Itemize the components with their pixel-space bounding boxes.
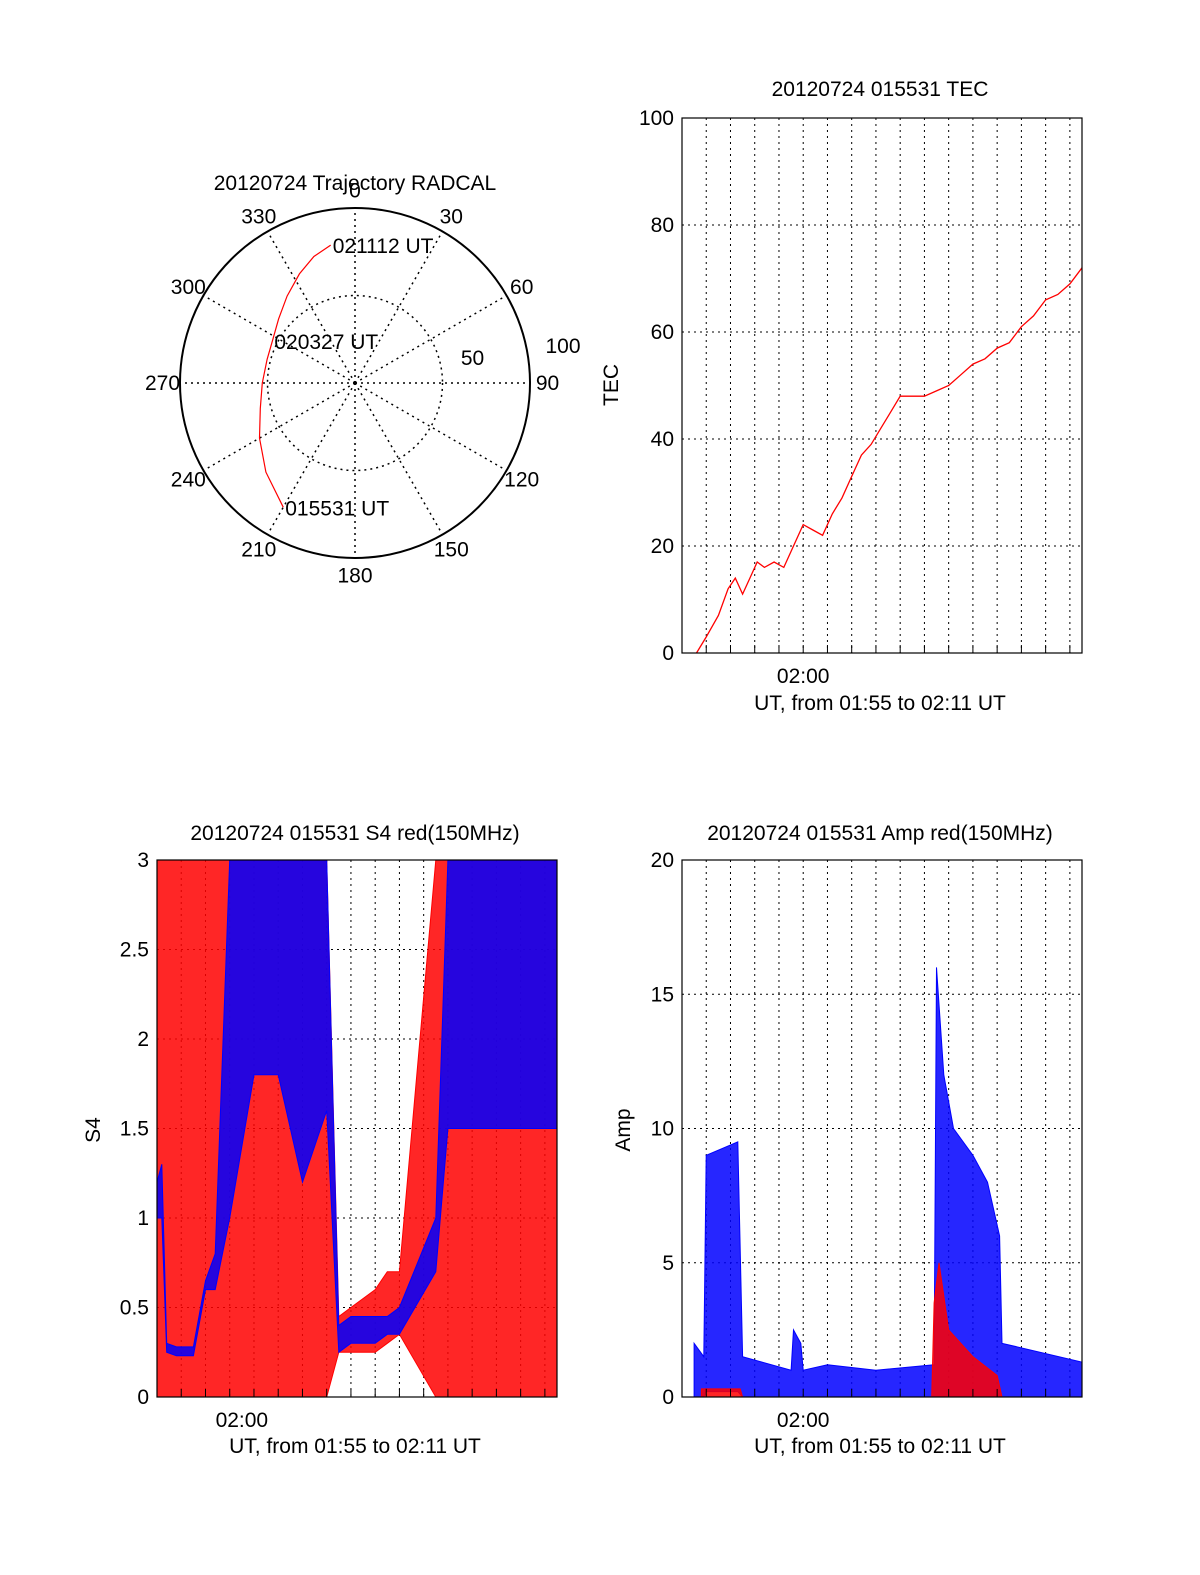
polar-angle-label: 60	[510, 276, 533, 299]
polar-angle-label: 210	[241, 539, 276, 562]
polar-angle-label: 90	[536, 372, 559, 395]
polar-angle-label: 120	[504, 468, 539, 491]
y-tick-label: 1.5	[120, 1118, 149, 1141]
y-tick-label: 0.5	[120, 1297, 149, 1320]
y-tick-label: 100	[639, 107, 674, 130]
polar-trajectory	[258, 244, 332, 508]
polar-inner-circle	[266, 294, 444, 472]
y-tick-label: 40	[651, 428, 674, 451]
polar-time-annotation: 021112 UT	[333, 235, 434, 258]
polar-spoke	[354, 294, 507, 384]
amp-title: 20120724 015531 Amp red(150MHz)	[707, 822, 1053, 845]
tec-ylabel: TEC	[600, 364, 623, 406]
y-tick-label: 1	[137, 1207, 149, 1230]
polar-angle-labels: 0 30 60 90 120 150 180 210 240 270 300 330 50 100	[145, 180, 581, 588]
s4-ylabel: S4	[82, 1117, 105, 1143]
polar-panel: 20120724 Trajectory RADCAL 0 30 60 90 120 150…	[145, 172, 581, 588]
polar-spoke	[354, 382, 444, 535]
s4-panel: 20120724 015531 S4 red(150MHz) UT, from …	[82, 822, 558, 1458]
polar-title: 20120724 Trajectory RADCAL	[214, 172, 497, 195]
y-tick-label: 0	[137, 1386, 149, 1409]
polar-angle-label: 270	[145, 372, 180, 395]
x-tick-label: 02:00	[777, 665, 830, 688]
y-tick-label: 80	[651, 214, 674, 237]
series-line	[695, 267, 1083, 654]
y-tick-label: 5	[662, 1252, 674, 1275]
amp-plot-area: 0 5 10 15 20 02:00	[651, 849, 1083, 1432]
polar-radial-label: 100	[545, 335, 580, 358]
series-envelope	[693, 967, 1083, 1398]
polar-angle-label: 330	[241, 205, 276, 228]
amp-xlabel: UT, from 01:55 to 02:11 UT	[754, 1435, 1006, 1458]
y-tick-label: 0	[662, 1386, 674, 1409]
y-tick-label: 2	[137, 1028, 149, 1051]
polar-spoke	[203, 294, 356, 384]
polar-spoke	[354, 231, 444, 384]
polar-spoke	[354, 382, 507, 472]
y-tick-label: 0	[662, 642, 674, 665]
s4-plot-area: 0 0.5 1 1.5 2 2.5 3 02:00	[120, 849, 558, 1432]
polar-time-annotation: 020327 UT	[274, 331, 378, 354]
plot-frame	[681, 859, 1083, 1398]
tec-title: 20120724 015531 TEC	[772, 78, 989, 101]
polar-angle-label: 300	[171, 276, 206, 299]
tec-xlabel: UT, from 01:55 to 02:11 UT	[754, 692, 1006, 715]
y-tick-label: 20	[651, 849, 674, 872]
y-tick-label: 3	[137, 849, 149, 872]
x-tick-label: 02:00	[777, 1409, 830, 1432]
plot-frame	[681, 117, 1083, 654]
y-tick-label: 10	[651, 1118, 674, 1141]
polar-angle-label: 240	[171, 468, 206, 491]
polar-angle-label: 0	[349, 180, 361, 203]
polar-spoke	[266, 382, 356, 535]
y-tick-label: 60	[651, 321, 674, 344]
x-tick-label: 02:00	[216, 1409, 269, 1432]
polar-time-annotation: 015531 UT	[285, 497, 389, 520]
s4-xlabel: UT, from 01:55 to 02:11 UT	[229, 1435, 481, 1458]
s4-title: 20120724 015531 S4 red(150MHz)	[190, 822, 519, 845]
amp-ylabel: Amp	[612, 1108, 635, 1151]
polar-angle-label: 30	[440, 205, 463, 228]
polar-trajectory-line	[258, 244, 332, 508]
polar-spoke	[203, 382, 356, 472]
tec-plot-area: 0 20 40 60 80 100 02:00	[639, 107, 1083, 688]
polar-annotations: 021112 UT 020327 UT 015531 UT	[274, 235, 433, 520]
polar-angle-label: 180	[337, 565, 372, 588]
plot-frame	[156, 859, 558, 1398]
y-tick-label: 2.5	[120, 939, 149, 962]
polar-grid	[179, 207, 531, 559]
tec-panel: 20120724 015531 TEC UT, from 01:55 to 02…	[600, 78, 1083, 715]
polar-angle-label: 150	[434, 539, 469, 562]
y-tick-label: 15	[651, 983, 674, 1006]
polar-radial-label: 50	[461, 347, 484, 370]
y-tick-label: 20	[651, 535, 674, 558]
amp-panel: 20120724 015531 Amp red(150MHz) UT, from…	[612, 822, 1083, 1458]
polar-spoke	[266, 231, 356, 384]
